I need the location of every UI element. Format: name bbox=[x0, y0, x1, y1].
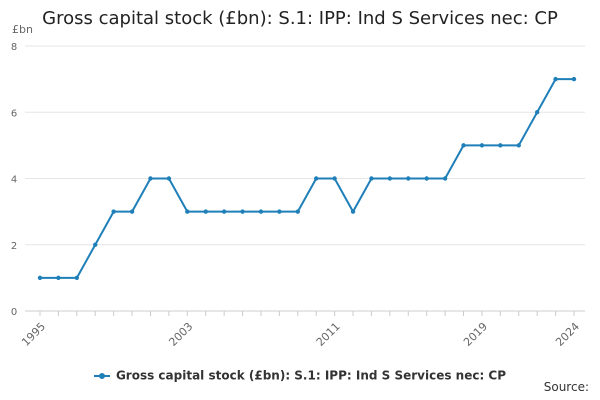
legend-label: Gross capital stock (£bn): S.1: IPP: Ind… bbox=[115, 368, 507, 383]
x-tick-label: 2019 bbox=[461, 320, 490, 349]
data-point bbox=[37, 275, 43, 281]
x-axis bbox=[25, 310, 585, 316]
data-point bbox=[166, 176, 172, 181]
series-layer bbox=[37, 76, 577, 281]
data-point bbox=[406, 176, 411, 181]
data-point bbox=[93, 242, 98, 247]
x-axis-tick-labels: 1995 2003 2011 2019 2024 bbox=[19, 320, 582, 349]
data-point bbox=[553, 76, 558, 82]
data-point bbox=[498, 143, 503, 148]
source-label: Source: bbox=[543, 380, 589, 394]
data-point bbox=[369, 176, 374, 181]
legend: Gross capital stock (£bn): S.1: IPP: Ind… bbox=[0, 365, 600, 384]
legend-line-marker-icon bbox=[93, 372, 110, 379]
grid-lines bbox=[25, 45, 585, 246]
data-point bbox=[516, 143, 521, 148]
y-tick-label: 2 bbox=[11, 241, 17, 252]
data-point bbox=[240, 209, 245, 214]
x-tick-label: 1995 bbox=[19, 320, 48, 349]
y-axis-unit-label: £bn bbox=[12, 23, 33, 36]
data-point bbox=[56, 275, 61, 281]
data-point bbox=[129, 209, 135, 214]
y-tick-label: 0 bbox=[11, 307, 17, 318]
data-point bbox=[314, 176, 319, 181]
data-point bbox=[203, 209, 208, 214]
data-point bbox=[148, 176, 153, 181]
data-point bbox=[350, 209, 356, 214]
data-point bbox=[74, 275, 80, 281]
x-tick-label: 2003 bbox=[166, 320, 195, 349]
data-point bbox=[185, 209, 190, 214]
data-point bbox=[479, 143, 485, 148]
x-tick-label: 2011 bbox=[314, 320, 343, 349]
data-point bbox=[534, 110, 540, 115]
data-point bbox=[442, 176, 448, 181]
y-axis-tick-labels: 0 2 4 6 8 bbox=[11, 42, 17, 318]
data-point bbox=[221, 209, 227, 214]
data-point bbox=[424, 176, 429, 181]
y-tick-label: 4 bbox=[11, 175, 17, 186]
data-point bbox=[461, 143, 466, 148]
x-tick-label: 2024 bbox=[553, 320, 582, 349]
data-point bbox=[258, 209, 264, 214]
series-line bbox=[40, 78, 574, 279]
y-tick-label: 6 bbox=[11, 108, 17, 119]
chart-title: Gross capital stock (£bn): S.1: IPP: Ind… bbox=[42, 8, 558, 29]
data-point bbox=[571, 76, 577, 82]
data-point bbox=[387, 176, 393, 181]
data-point bbox=[111, 209, 116, 214]
y-tick-label: 8 bbox=[11, 42, 17, 53]
data-point bbox=[332, 176, 337, 181]
data-point bbox=[295, 209, 300, 214]
data-point bbox=[277, 209, 282, 214]
